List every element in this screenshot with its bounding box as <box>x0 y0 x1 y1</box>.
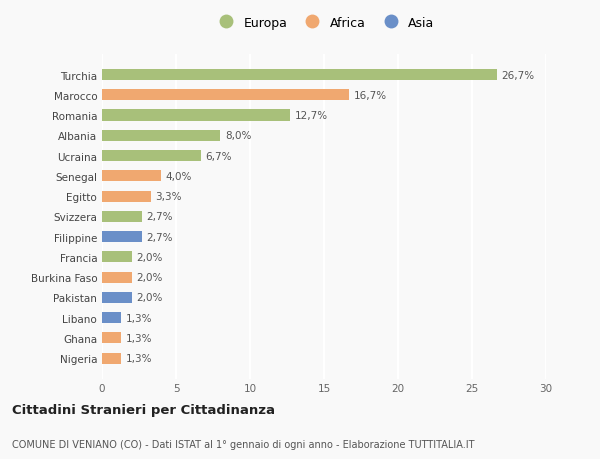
Bar <box>102 90 349 101</box>
Bar <box>102 130 220 141</box>
Text: 26,7%: 26,7% <box>502 70 535 80</box>
Text: 2,0%: 2,0% <box>136 252 163 262</box>
Bar <box>102 70 497 81</box>
Bar <box>102 252 131 263</box>
Text: 1,3%: 1,3% <box>125 313 152 323</box>
Bar <box>102 231 142 243</box>
Legend: Europa, Africa, Asia: Europa, Africa, Asia <box>210 13 438 33</box>
Bar <box>102 272 131 283</box>
Bar <box>102 211 142 223</box>
Text: 8,0%: 8,0% <box>225 131 251 141</box>
Bar <box>102 171 161 182</box>
Text: 2,0%: 2,0% <box>136 293 163 303</box>
Bar <box>102 313 121 324</box>
Text: 4,0%: 4,0% <box>166 172 192 181</box>
Bar <box>102 333 121 344</box>
Bar <box>102 292 131 303</box>
Text: COMUNE DI VENIANO (CO) - Dati ISTAT al 1° gennaio di ogni anno - Elaborazione TU: COMUNE DI VENIANO (CO) - Dati ISTAT al 1… <box>12 440 475 449</box>
Text: 16,7%: 16,7% <box>353 90 387 101</box>
Bar <box>102 353 121 364</box>
Text: 2,7%: 2,7% <box>146 232 173 242</box>
Bar <box>102 191 151 202</box>
Text: 6,7%: 6,7% <box>206 151 232 161</box>
Text: Cittadini Stranieri per Cittadinanza: Cittadini Stranieri per Cittadinanza <box>12 403 275 416</box>
Text: 12,7%: 12,7% <box>295 111 328 121</box>
Bar <box>102 151 201 162</box>
Text: 2,7%: 2,7% <box>146 212 173 222</box>
Text: 3,3%: 3,3% <box>155 192 182 202</box>
Bar <box>102 110 290 121</box>
Text: 1,3%: 1,3% <box>125 353 152 364</box>
Text: 2,0%: 2,0% <box>136 273 163 283</box>
Text: 1,3%: 1,3% <box>125 333 152 343</box>
